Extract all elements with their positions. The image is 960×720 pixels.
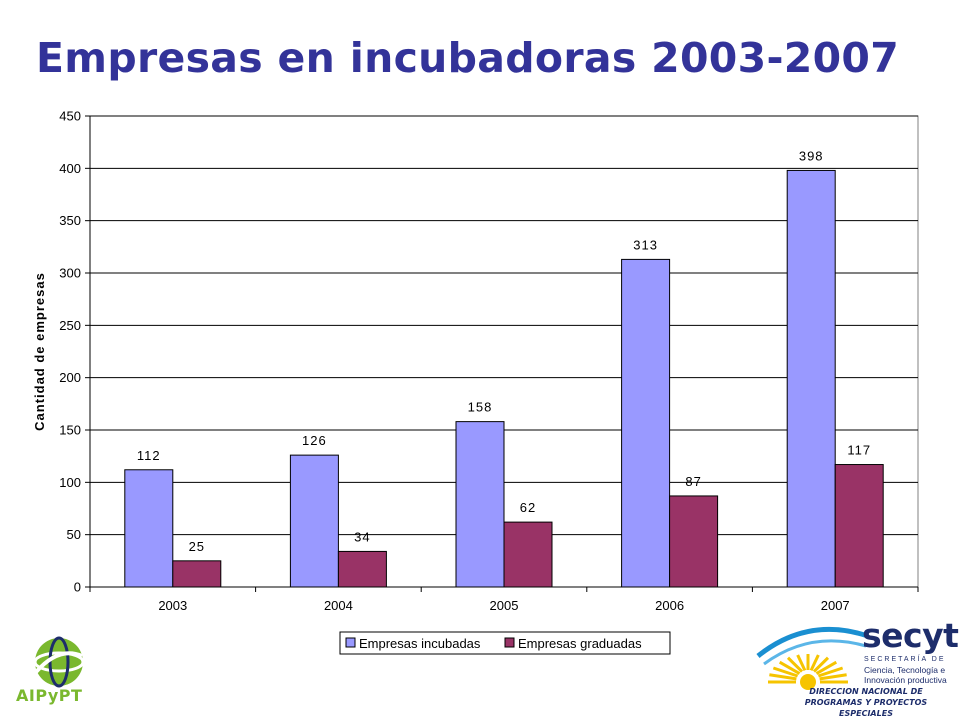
legend-swatch [504, 637, 515, 648]
legend-swatch [345, 637, 356, 648]
data-label: 313 [633, 237, 658, 252]
data-label: 87 [685, 474, 701, 489]
axes [85, 115, 919, 592]
bars [124, 169, 884, 588]
secyt-desc-line: Ciencia, Tecnología e [864, 665, 946, 675]
sun-ray [769, 673, 797, 681]
y-tick-label: 100 [59, 475, 81, 490]
bar-incubadas [786, 169, 836, 588]
aipypt-globe-icon [33, 636, 85, 688]
data-label: 398 [799, 148, 824, 163]
y-tick-label: 450 [59, 109, 81, 124]
labels: 0 50 100 150 200 250 300 350 400 450 Cantidad de e… [32, 109, 871, 614]
secyt-subtitle: SECRETARÍA DE [864, 656, 946, 663]
direccion-line: DIRECCION NACIONAL DE [809, 687, 923, 696]
sun-rays-icon [756, 626, 869, 690]
y-tick-label: 150 [59, 423, 81, 438]
x-tick-label: 2003 [158, 598, 187, 613]
slide-title: Empresas en incubadoras 2003-2007 [36, 34, 900, 82]
y-tick-label: 300 [59, 266, 81, 281]
y-tick-label: 0 [74, 580, 81, 595]
bar-graduadas [834, 464, 884, 588]
data-label: 126 [302, 433, 327, 448]
sun-ray [817, 666, 844, 678]
bar-graduadas [669, 495, 719, 588]
sun-ray [786, 656, 804, 673]
gridlines [89, 115, 919, 588]
secyt-desc-line: Innovación productiva [864, 675, 947, 685]
direccion-line: PROGRAMAS Y PROYECTOS ESPECIALES [804, 698, 928, 718]
y-axis-title: Cantidad de empresas [32, 272, 47, 431]
data-label: 34 [354, 529, 370, 544]
bar-incubadas [621, 258, 671, 588]
legend: Empresas incubadas Empresas graduadas [339, 631, 671, 655]
bar-graduadas [172, 560, 222, 588]
bar-incubadas [289, 454, 339, 588]
sun-ray [809, 654, 820, 672]
bar-incubadas [124, 469, 174, 588]
y-tick-label: 350 [59, 213, 81, 228]
x-tick-label: 2005 [490, 598, 519, 613]
sun-ray [772, 666, 799, 678]
y-tick-label: 400 [59, 161, 81, 176]
sun-ray [796, 654, 807, 672]
sun-ray [815, 660, 838, 675]
sun-ray [812, 656, 830, 673]
bar-incubadas [455, 421, 505, 588]
sun-ray [819, 673, 847, 681]
sun-ray [778, 660, 801, 675]
data-label: 25 [189, 539, 205, 554]
aipypt-logo-text: AIPyPT [16, 686, 83, 705]
secyt-logo-text: secyt [862, 616, 959, 655]
data-label: 158 [468, 400, 493, 415]
bar-graduadas [337, 550, 387, 588]
data-label: 117 [847, 443, 871, 458]
y-tick-label: 250 [59, 318, 81, 333]
x-tick-label: 2004 [324, 598, 353, 613]
bar-chart: 0 50 100 150 200 250 300 350 400 450 Cantidad de e… [32, 109, 919, 655]
x-tick-label: 2007 [821, 598, 850, 613]
secyt-description: Ciencia, Tecnología e Innovación product… [864, 665, 948, 685]
bar-graduadas [503, 521, 553, 588]
y-tick-label: 200 [59, 370, 81, 385]
direccion-nacional-text: DIRECCION NACIONAL DE PROGRAMAS Y PROYEC… [786, 686, 946, 719]
legend-label: Empresas incubadas [359, 636, 481, 651]
data-label: 62 [520, 500, 536, 515]
data-label: 112 [137, 448, 161, 463]
legend-label: Empresas graduadas [518, 636, 642, 651]
y-tick-label: 50 [67, 527, 81, 542]
x-tick-label: 2006 [655, 598, 684, 613]
